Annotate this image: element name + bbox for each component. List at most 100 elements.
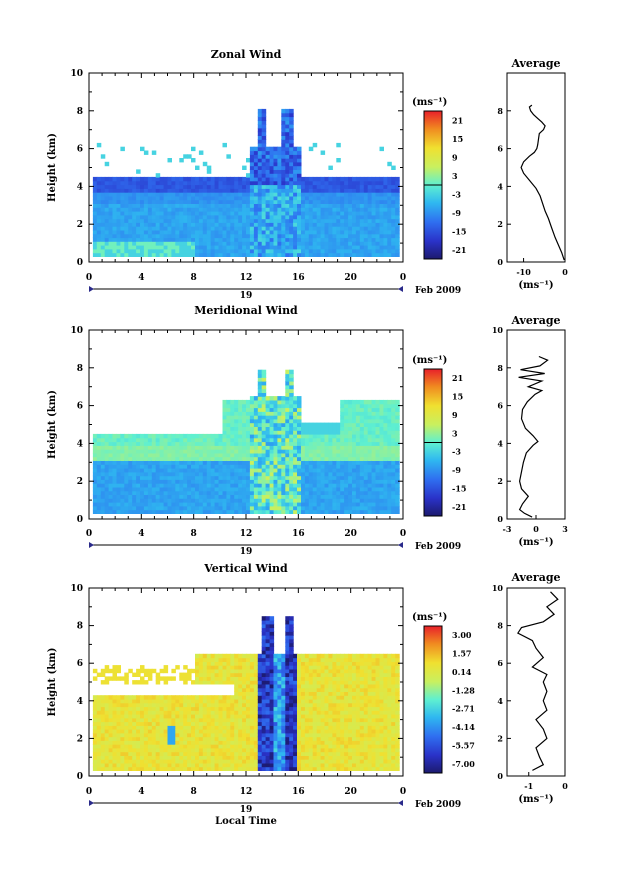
heatmap-cell xyxy=(147,766,153,771)
heatmap-cell xyxy=(371,188,377,193)
heatmap-cell xyxy=(269,433,275,439)
heatmap-cell xyxy=(222,229,227,235)
heatmap-cell xyxy=(340,241,345,246)
heatmap-cell xyxy=(198,494,204,499)
heatmap-cell xyxy=(257,214,263,220)
heatmap-cell xyxy=(143,668,149,674)
heatmap-cell xyxy=(96,475,102,480)
heatmap-cell xyxy=(355,237,361,242)
heatmap-cell xyxy=(395,180,400,186)
heatmap-cell xyxy=(257,490,263,495)
heatmap-cell xyxy=(238,418,243,424)
heatmap-cell xyxy=(222,657,227,662)
heatmap-cell xyxy=(151,441,157,446)
heatmap-cell xyxy=(136,226,141,231)
heatmap-cell xyxy=(348,483,353,488)
heatmap-cell xyxy=(363,199,369,204)
heatmap-cell xyxy=(340,502,345,507)
heatmap-cell xyxy=(324,486,329,492)
heatmap-cell xyxy=(371,211,377,216)
heatmap-cell xyxy=(179,237,184,242)
colorbar-tick-label: -9 xyxy=(452,208,461,218)
heatmap-cell xyxy=(187,676,192,681)
heatmap-cell xyxy=(308,498,314,503)
heatmap-cell xyxy=(285,471,290,477)
heatmap-cell xyxy=(332,490,337,495)
heatmap-cell xyxy=(120,441,125,446)
heatmap-cell xyxy=(175,207,180,212)
heatmap-cell xyxy=(171,195,176,201)
heatmap-cell xyxy=(344,415,349,420)
heatmap-cell xyxy=(132,729,137,734)
heatmap-cell xyxy=(230,176,235,182)
heatmap-cell xyxy=(100,199,106,204)
heatmap-cell xyxy=(359,449,365,454)
heatmap-cell xyxy=(136,214,141,220)
heatmap-cell xyxy=(124,710,129,715)
heatmap-cell xyxy=(249,233,255,239)
heatmap-cell xyxy=(246,203,251,208)
heatmap-cell xyxy=(352,203,357,208)
heatmap-cell xyxy=(206,464,212,469)
heatmap-cell xyxy=(265,498,271,503)
heatmap-cell xyxy=(96,433,102,439)
heatmap-cell xyxy=(297,441,302,446)
heatmap-cell xyxy=(132,245,137,250)
heatmap-cell xyxy=(281,449,286,454)
heatmap-cell xyxy=(359,252,365,257)
heatmap-cell xyxy=(391,494,396,499)
heatmap-cell xyxy=(206,725,212,730)
heatmap-cell xyxy=(253,188,259,193)
heatmap-cell xyxy=(257,479,263,484)
heatmap-cell xyxy=(375,471,380,477)
heatmap-cell xyxy=(136,180,141,186)
heatmap-cell xyxy=(391,192,396,197)
heatmap-cell xyxy=(238,195,243,201)
heatmap-cell xyxy=(159,184,165,189)
heatmap-cell xyxy=(230,706,235,711)
heatmap-cell xyxy=(108,229,114,235)
heatmap-cell xyxy=(191,702,196,708)
heatmap-cell xyxy=(383,471,388,477)
heatmap-cell xyxy=(242,203,247,208)
heatmap-cell xyxy=(289,116,294,121)
heatmap-cell xyxy=(222,509,227,514)
heatmap-cell xyxy=(124,672,129,677)
heatmap-cell xyxy=(238,509,243,514)
heatmap-cell xyxy=(332,252,337,257)
heatmap-cell xyxy=(210,714,216,719)
heatmap-cell xyxy=(159,706,165,711)
heatmap-cell xyxy=(159,747,165,753)
heatmap-cell xyxy=(92,180,98,186)
heatmap-cell xyxy=(238,226,243,231)
heatmap-cell xyxy=(265,229,271,235)
heatmap-cell xyxy=(352,475,357,480)
heatmap-cell xyxy=(159,744,165,749)
heatmap-cell xyxy=(163,211,169,216)
heatmap-cell xyxy=(151,725,157,730)
heatmap-cell xyxy=(143,150,149,155)
heatmap-cell xyxy=(257,403,263,409)
heatmap-cell xyxy=(136,672,141,677)
heatmap-cell xyxy=(159,460,165,465)
heatmap-cell xyxy=(297,154,302,159)
heatmap-cell xyxy=(261,471,267,477)
heatmap-cell xyxy=(198,468,204,473)
heatmap-cell xyxy=(265,422,271,427)
heatmap-cell xyxy=(140,668,145,674)
heatmap-cell xyxy=(387,411,392,416)
heatmap-cell xyxy=(183,237,188,242)
heatmap-cell xyxy=(371,237,377,242)
heatmap-cell xyxy=(281,237,286,242)
heatmap-cell xyxy=(261,158,267,163)
heatmap-cell xyxy=(355,188,361,193)
heatmap-cell xyxy=(100,505,106,511)
heatmap-cell xyxy=(379,399,384,405)
heatmap-cell xyxy=(167,505,172,511)
heatmap-cell xyxy=(234,680,239,685)
heatmap-cell xyxy=(387,422,392,427)
heatmap-cell xyxy=(159,483,165,488)
heatmap-cell xyxy=(112,475,117,480)
heatmap-cell xyxy=(171,710,176,715)
x-tick-label: 12 xyxy=(240,273,253,283)
